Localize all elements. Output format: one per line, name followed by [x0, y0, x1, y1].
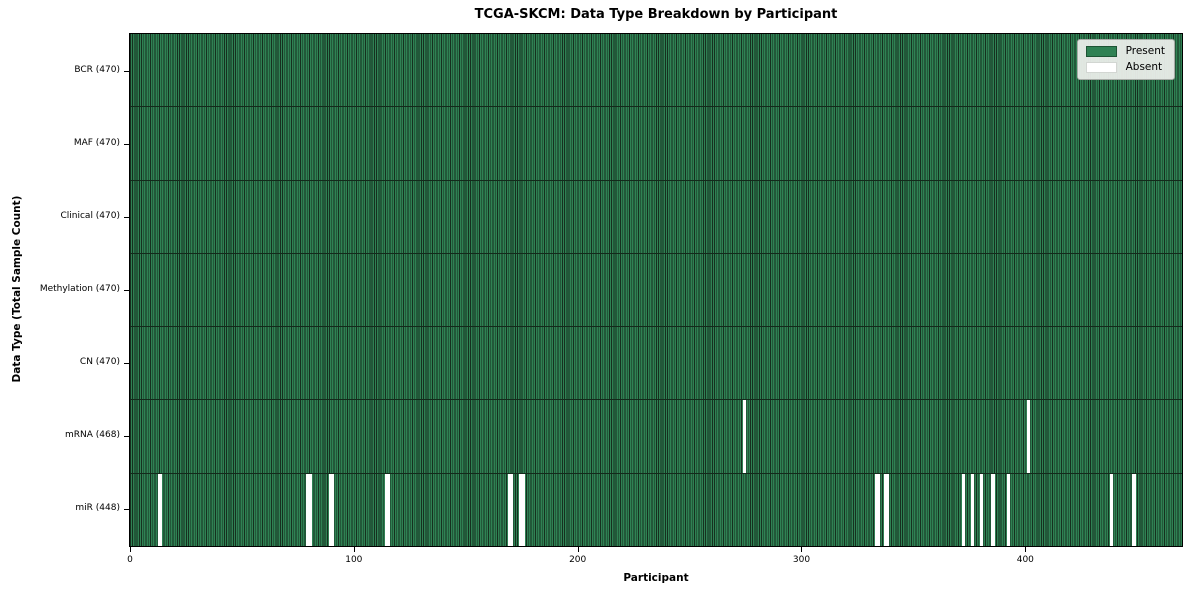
y-tick-label-miR: miR (448): [75, 503, 120, 514]
absent-gap: [521, 473, 525, 546]
y-tick-mark: [124, 290, 129, 291]
y-tick-mark: [124, 363, 129, 365]
present-swatch-icon: [1085, 45, 1117, 57]
y-tick-label-Clinical: Clinical (470): [60, 210, 120, 221]
absent-gap: [962, 473, 966, 546]
x-tick-mark: [130, 547, 131, 552]
legend-item-absent: Absent: [1085, 61, 1165, 73]
y-tick-label-Methylation: Methylation (470): [39, 284, 120, 294]
absent-gap: [971, 473, 975, 546]
absent-swatch-icon: [1085, 61, 1117, 73]
absent-gap: [1109, 473, 1114, 546]
y-tick-mark: [124, 436, 129, 438]
y-tick-mark: [124, 143, 129, 145]
heatmap-row-Methylation: [130, 252, 1182, 326]
absent-gap: [1006, 473, 1011, 546]
absent-gap: [306, 473, 310, 546]
heatmap-plot: Present Absent: [129, 33, 1183, 547]
legend-label-present: Present: [1125, 45, 1165, 57]
absent-gap: [876, 473, 881, 546]
heatmap-row-BCR: [130, 34, 1182, 106]
x-tick-mark: [801, 547, 803, 552]
x-tick-mark: [1025, 547, 1027, 552]
absent-gap: [509, 473, 514, 546]
absent-gap: [507, 473, 512, 546]
y-tick-label-mRNA: mRNA (468): [65, 430, 120, 441]
x-axis-title: Participant: [623, 572, 689, 584]
absent-gap: [991, 473, 995, 546]
legend-item-present: Present: [1085, 45, 1165, 57]
x-tick-label: 300: [792, 555, 811, 565]
legend: Present Absent: [1076, 39, 1175, 80]
absent-gap: [158, 473, 162, 546]
heatmap-row-Clinical: [130, 179, 1182, 253]
absent-gap: [874, 473, 879, 546]
x-tick-label: 100: [345, 555, 363, 565]
absent-gap: [308, 473, 312, 546]
x-tick-label: 400: [1016, 555, 1034, 565]
absent-gap: [328, 473, 333, 546]
absent-gap: [883, 473, 888, 546]
legend-label-absent: Absent: [1125, 61, 1163, 73]
y-tick-mark: [124, 509, 129, 511]
x-tick-label: 200: [569, 555, 587, 565]
heatmap-row-miR: [130, 472, 1182, 546]
y-tick-label-MAF: MAF (470): [73, 137, 120, 148]
x-tick-mark: [577, 547, 579, 552]
y-tick-mark: [124, 70, 129, 72]
absent-gap: [979, 473, 984, 546]
heatmap-row-MAF: [130, 106, 1182, 179]
absent-gap: [885, 473, 890, 546]
absent-gap: [386, 473, 391, 546]
y-tick-mark: [124, 216, 129, 218]
absent-gap: [384, 473, 388, 546]
heatmap-row-CN: [130, 326, 1182, 399]
x-tick-label: 0: [127, 555, 133, 565]
y-tick-label-CN: CN (470): [79, 357, 120, 368]
absent-gap: [742, 400, 747, 473]
y-tick-label-BCR: BCR (470): [74, 64, 120, 75]
heatmap-row-mRNA: [130, 399, 1182, 473]
x-tick-mark: [353, 547, 355, 552]
absent-gap: [1026, 400, 1031, 473]
absent-gap: [518, 473, 523, 546]
absent-gap: [1132, 473, 1136, 546]
chart-title: TCGA-SKCM: Data Type Breakdown by Partic…: [474, 7, 838, 22]
absent-gap: [330, 473, 335, 546]
